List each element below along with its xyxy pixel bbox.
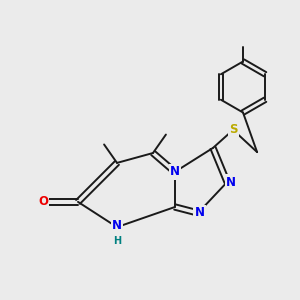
Text: N: N [170, 165, 180, 178]
Text: N: N [112, 219, 122, 232]
Text: H: H [113, 236, 121, 247]
Text: N: N [194, 206, 205, 220]
Text: O: O [38, 195, 48, 208]
Text: N: N [226, 176, 236, 189]
Text: S: S [229, 123, 237, 136]
